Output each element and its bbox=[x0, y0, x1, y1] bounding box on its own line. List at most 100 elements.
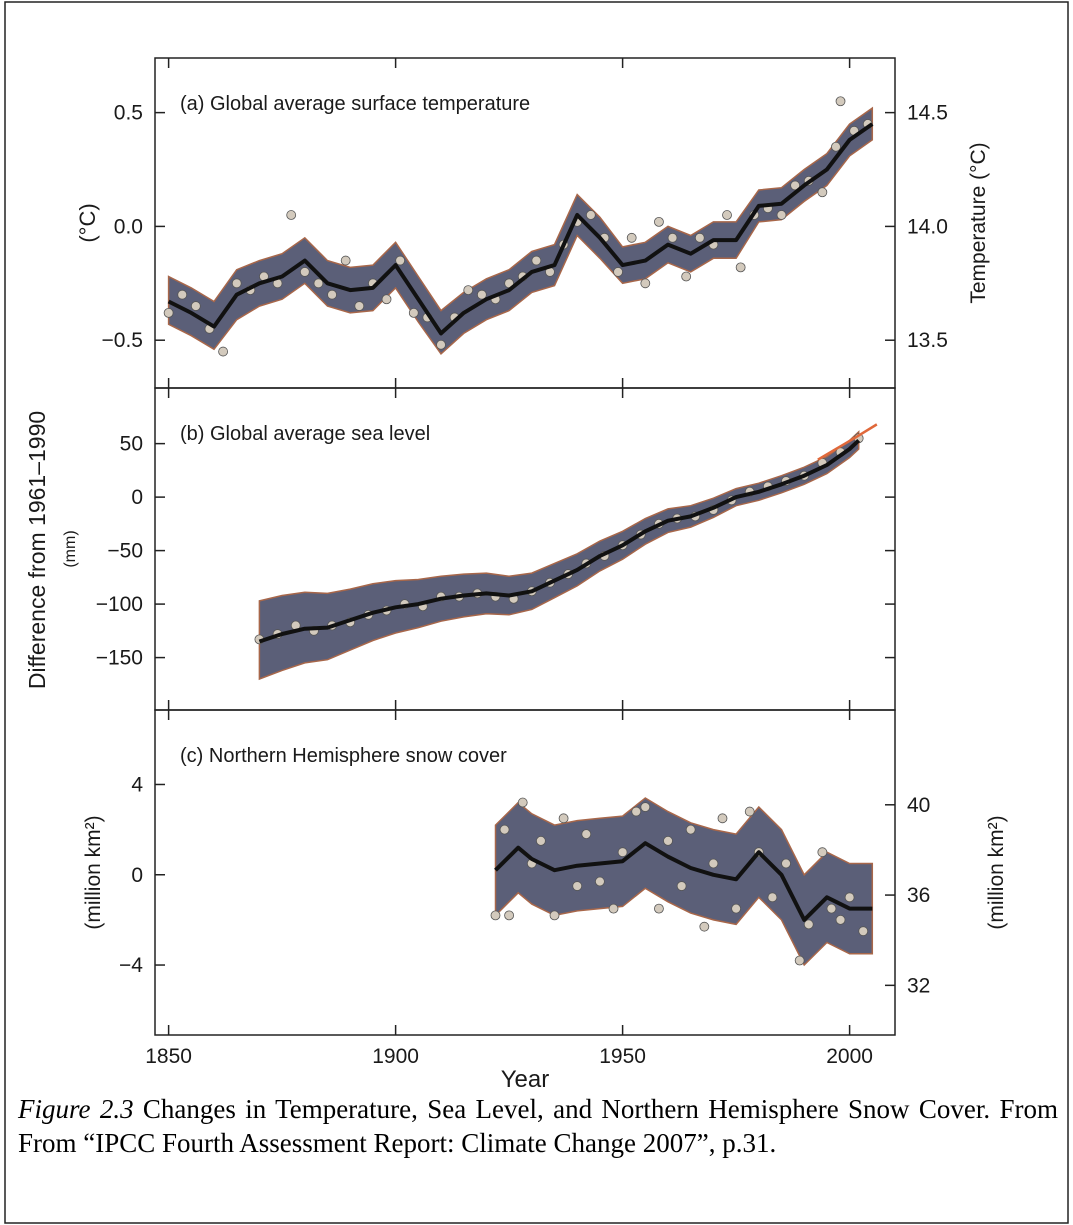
data-point bbox=[694, 232, 705, 243]
data-point bbox=[504, 910, 515, 921]
data-point bbox=[613, 267, 623, 277]
data-point bbox=[558, 813, 569, 824]
y-tick-label: 50 bbox=[120, 433, 143, 456]
y-unit-label: (°C) bbox=[75, 203, 100, 242]
data-point bbox=[231, 278, 242, 289]
panel-frame bbox=[154, 709, 896, 1036]
x-tick-label: 2000 bbox=[826, 1045, 873, 1068]
caption-label: Figure 2.3 bbox=[18, 1094, 134, 1124]
data-point bbox=[408, 307, 419, 318]
data-point bbox=[535, 836, 546, 846]
data-point bbox=[781, 858, 791, 869]
data-point bbox=[299, 267, 310, 277]
y2-tick-label: 14.5 bbox=[907, 102, 948, 125]
data-point bbox=[640, 802, 651, 812]
data-point bbox=[722, 210, 732, 220]
data-point bbox=[708, 858, 719, 869]
data-point bbox=[735, 262, 746, 273]
data-point bbox=[490, 910, 501, 921]
caption-text: Changes in Temperature, Sea Level, and N… bbox=[18, 1094, 1058, 1158]
x-axis-label: Year bbox=[501, 1066, 550, 1093]
y-tick-label: 0 bbox=[131, 486, 143, 509]
data-point bbox=[676, 881, 687, 891]
data-point bbox=[327, 289, 337, 300]
data-point bbox=[817, 847, 828, 858]
data-point bbox=[354, 301, 365, 311]
data-point bbox=[790, 180, 801, 191]
y2-tick-label: 14.0 bbox=[907, 215, 948, 238]
data-point bbox=[340, 255, 351, 266]
smoothed-line bbox=[258, 438, 861, 644]
data-point bbox=[549, 910, 560, 921]
data-point bbox=[844, 892, 855, 903]
y-unit-label: (million km²) bbox=[82, 815, 105, 929]
data-point bbox=[731, 903, 742, 914]
data-point bbox=[499, 824, 510, 835]
y2-label: (million km²) bbox=[985, 815, 1008, 929]
data-point bbox=[585, 210, 596, 220]
data-point bbox=[381, 294, 392, 305]
uncertainty-band bbox=[494, 797, 874, 967]
x-tick-label: 1900 bbox=[372, 1045, 419, 1068]
data-point bbox=[617, 847, 628, 858]
data-point bbox=[767, 892, 778, 903]
data-point bbox=[826, 903, 837, 914]
data-point bbox=[685, 824, 696, 835]
y-tick-label: −50 bbox=[107, 540, 143, 563]
data-point bbox=[831, 141, 841, 152]
data-point bbox=[177, 289, 188, 300]
y2-tick-label: 40 bbox=[907, 794, 930, 817]
data-point bbox=[858, 926, 869, 937]
data-point bbox=[595, 876, 605, 887]
data-point bbox=[776, 210, 787, 220]
y-tick-label: −150 bbox=[96, 647, 143, 670]
data-point bbox=[626, 232, 637, 243]
data-point bbox=[654, 216, 664, 227]
y-tick-label: 0.5 bbox=[114, 102, 143, 125]
smoothed-line bbox=[494, 841, 873, 922]
data-point bbox=[531, 255, 542, 266]
smoothed-line bbox=[167, 122, 874, 336]
data-point bbox=[517, 797, 528, 808]
data-point bbox=[803, 919, 814, 930]
y-unit-label: (mm) bbox=[62, 530, 79, 567]
data-point bbox=[463, 285, 474, 296]
data-point bbox=[835, 914, 846, 925]
x-tick-label: 1950 bbox=[599, 1045, 646, 1068]
uncertainty-band bbox=[258, 430, 860, 681]
data-point bbox=[163, 307, 174, 318]
data-point bbox=[190, 301, 201, 311]
data-point bbox=[286, 210, 297, 220]
uncertainty-band bbox=[167, 106, 874, 356]
data-point bbox=[572, 881, 583, 891]
y-tick-label: 4 bbox=[131, 773, 143, 796]
data-point bbox=[667, 232, 678, 243]
data-point bbox=[218, 346, 228, 357]
y2-tick-label: 36 bbox=[907, 884, 930, 907]
y2-label: Temperature (°C) bbox=[967, 142, 990, 303]
data-point bbox=[436, 339, 446, 350]
panel-title: (c) Northern Hemisphere snow cover bbox=[180, 745, 507, 767]
caption: Figure 2.3 Changes in Temperature, Sea L… bbox=[18, 1092, 1058, 1160]
panel-title: (b) Global average sea level bbox=[180, 423, 430, 445]
data-point bbox=[744, 806, 755, 817]
y2-tick-label: 13.5 bbox=[907, 329, 948, 352]
data-point bbox=[313, 278, 324, 289]
data-point bbox=[608, 903, 619, 914]
y-tick-label: 0.0 bbox=[114, 215, 143, 238]
data-point bbox=[817, 187, 828, 198]
data-point bbox=[476, 289, 487, 300]
data-point bbox=[395, 255, 406, 266]
data-point bbox=[581, 829, 592, 840]
shared-y-label: Difference from 1961–1990 bbox=[24, 411, 50, 689]
y-tick-label: −100 bbox=[96, 593, 143, 616]
y-tick-label: −4 bbox=[119, 954, 143, 977]
data-point bbox=[717, 813, 728, 824]
data-point bbox=[631, 806, 642, 817]
y2-tick-label: 32 bbox=[907, 974, 930, 997]
y-tick-label: −0.5 bbox=[102, 329, 143, 352]
data-point bbox=[654, 903, 664, 914]
y-tick-label: 0 bbox=[131, 864, 143, 887]
